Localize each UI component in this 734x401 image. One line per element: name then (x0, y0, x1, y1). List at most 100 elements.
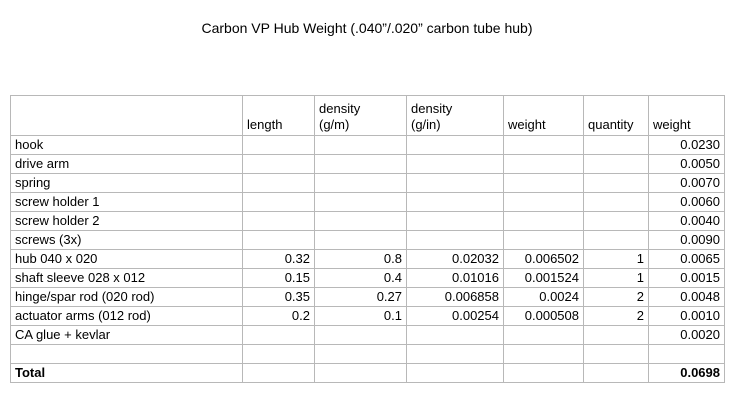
table-cell: 0.0698 (648, 363, 725, 383)
header-cell: weight (503, 95, 584, 136)
table-cell: 0.01016 (406, 268, 504, 288)
table-cell (583, 325, 649, 345)
table-cell (503, 192, 584, 212)
table-cell (314, 192, 407, 212)
table-cell (583, 363, 649, 383)
table-cell: screws (3x) (10, 230, 243, 250)
table-cell (583, 211, 649, 231)
table-cell (10, 344, 243, 364)
table-cell: 0.32 (242, 249, 315, 269)
table-cell (242, 154, 315, 174)
table-cell (503, 363, 584, 383)
table-cell: 0.0065 (648, 249, 725, 269)
table-cell (242, 135, 315, 155)
table-cell: 0.02032 (406, 249, 504, 269)
table-cell (314, 211, 407, 231)
header-cell: quantity (583, 95, 649, 136)
table-cell (242, 344, 315, 364)
table-cell: shaft sleeve 028 x 012 (10, 268, 243, 288)
table-cell (314, 154, 407, 174)
table-row: shaft sleeve 028 x 012 0.15 0.4 0.01016 0.00… (10, 268, 725, 288)
table-cell: 0.2 (242, 306, 315, 326)
table-cell (503, 173, 584, 193)
table-row (10, 344, 725, 364)
table-row: hook 0.0230 (10, 135, 725, 155)
table-cell (314, 135, 407, 155)
header-cell: density (g/m) (314, 95, 407, 136)
header-text: length (247, 117, 283, 132)
table-cell: 0.0020 (648, 325, 725, 345)
header-cell: density (g/in) (406, 95, 504, 136)
table-cell (242, 173, 315, 193)
table-cell: 0.27 (314, 287, 407, 307)
table-cell: CA glue + kevlar (10, 325, 243, 345)
table-cell (406, 154, 504, 174)
table-cell (406, 325, 504, 345)
table-cell: 0.8 (314, 249, 407, 269)
header-text: quantity (588, 117, 634, 132)
table-row: Total 0.0698 (10, 363, 725, 383)
table-cell (583, 344, 649, 364)
header-row: length density (g/m) density (g/in) weight qua… (10, 95, 725, 136)
table-cell (314, 344, 407, 364)
table-cell: 0.0060 (648, 192, 725, 212)
table-cell: hub 040 x 020 (10, 249, 243, 269)
table-cell: hook (10, 135, 243, 155)
table-cell (503, 344, 584, 364)
table-cell: Total (10, 363, 243, 383)
table-cell: 0.00254 (406, 306, 504, 326)
table-cell: 2 (583, 306, 649, 326)
table-cell (406, 230, 504, 250)
table-cell (406, 192, 504, 212)
table-cell (503, 230, 584, 250)
table-cell (314, 173, 407, 193)
table-cell: 0.1 (314, 306, 407, 326)
title: Carbon VP Hub Weight (.040”/.020” carbon… (201, 20, 533, 36)
table-cell (242, 325, 315, 345)
header-cell (10, 95, 243, 136)
table-cell (242, 192, 315, 212)
header-text: weight (653, 117, 691, 132)
table-cell (503, 211, 584, 231)
table-cell: 1 (583, 268, 649, 288)
table-cell: screw holder 1 (10, 192, 243, 212)
header-cell: length (242, 95, 315, 136)
table-cell: 0.4 (314, 268, 407, 288)
header-text: density (411, 101, 453, 116)
header-text: density (319, 101, 361, 116)
table-cell (242, 211, 315, 231)
table-cell (314, 363, 407, 383)
table-cell: 0.0040 (648, 211, 725, 231)
table-cell (242, 363, 315, 383)
table-cell: 0.0048 (648, 287, 725, 307)
table-cell: actuator arms (012 rod) (10, 306, 243, 326)
table-row: actuator arms (012 rod) 0.2 0.1 0.00254 0.00… (10, 306, 725, 326)
header-text: (g/in) (411, 117, 441, 132)
table-cell: 0.0070 (648, 173, 725, 193)
table-cell (583, 173, 649, 193)
table-cell: 0.0090 (648, 230, 725, 250)
header-text: weight (508, 117, 546, 132)
spreadsheet-table: length density (g/m) density (g/in) weight qua… (10, 95, 725, 383)
table-cell (503, 325, 584, 345)
table-cell: drive arm (10, 154, 243, 174)
table-cell (583, 192, 649, 212)
table-row: CA glue + kevlar 0.0020 (10, 325, 725, 345)
table-cell: 0.000508 (503, 306, 584, 326)
table-cell (406, 211, 504, 231)
table-cell (314, 325, 407, 345)
table-row: spring 0.0070 (10, 173, 725, 193)
table-row: hub 040 x 020 0.32 0.8 0.02032 0.006502 1 0.00… (10, 249, 725, 269)
table-cell (242, 230, 315, 250)
header-cell: weight (648, 95, 725, 136)
table-cell: 0.15 (242, 268, 315, 288)
table-cell: 1 (583, 249, 649, 269)
table-row: screw holder 2 0.0040 (10, 211, 725, 231)
table-cell (583, 230, 649, 250)
table-cell (583, 154, 649, 174)
table-cell: 0.0024 (503, 287, 584, 307)
table-cell: spring (10, 173, 243, 193)
table-cell (314, 230, 407, 250)
table-cell: 2 (583, 287, 649, 307)
